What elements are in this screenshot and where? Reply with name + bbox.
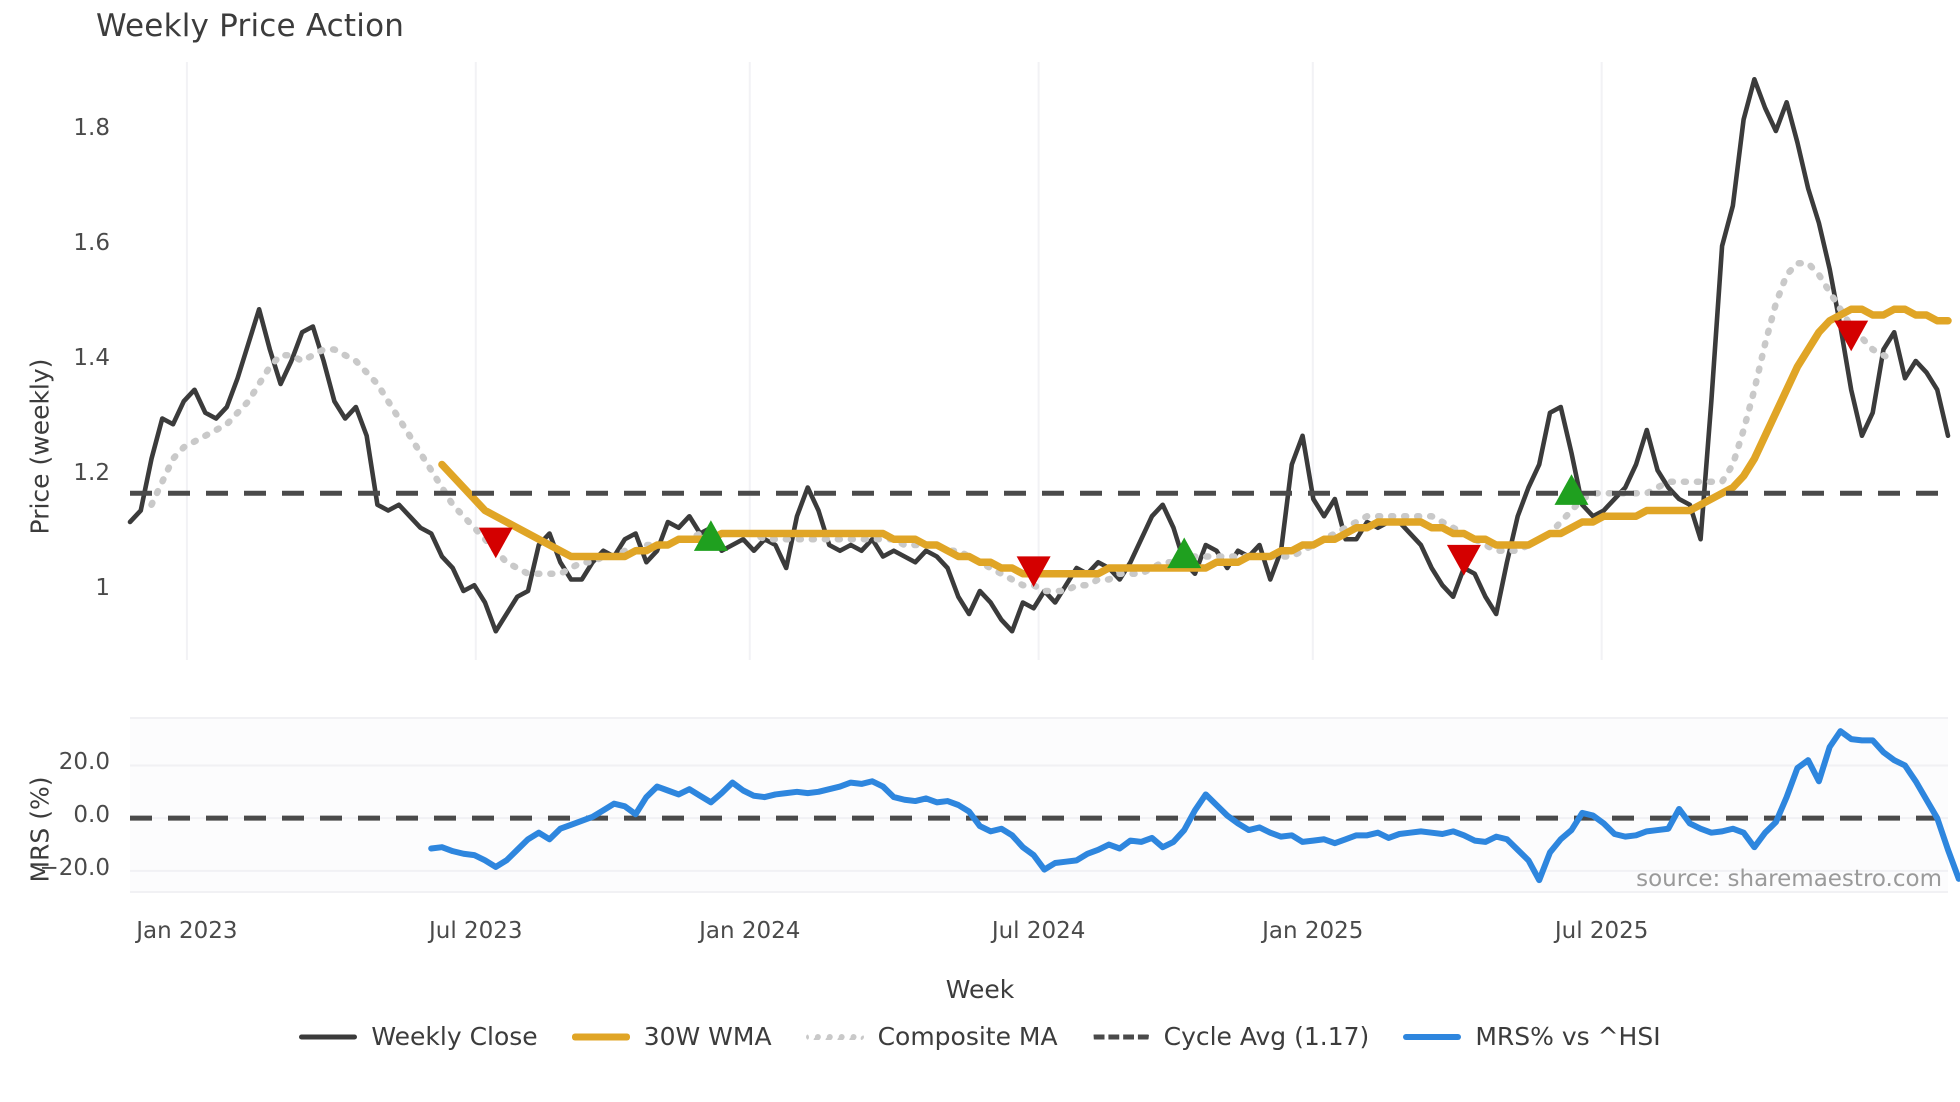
marker-sell-4	[1446, 544, 1481, 576]
legend-label-2: Composite MA	[877, 1022, 1058, 1051]
x-tick-0: Jan 2023	[136, 918, 238, 944]
legend-item-4[interactable]: MRS% vs ^HSI	[1403, 1022, 1661, 1051]
legend-swatch-icon-3	[1091, 1026, 1150, 1048]
legend-label-3: Cycle Avg (1.17)	[1163, 1022, 1370, 1051]
price-y-tick-4: 1	[95, 575, 110, 601]
source-watermark: source: sharemaestro.com	[1636, 866, 1942, 892]
marker-buy-3	[1167, 537, 1202, 569]
series-mrs-percent	[428, 728, 1960, 884]
legend-label-4: MRS% vs ^HSI	[1475, 1022, 1661, 1051]
series-weekly-close	[127, 76, 1951, 634]
price-axis-label: Price (weekly)	[25, 358, 55, 535]
x-tick-5: Jul 2025	[1554, 918, 1649, 944]
legend-swatch-icon-4	[1403, 1026, 1462, 1048]
price-y-tick-3: 1.2	[73, 460, 110, 486]
series-composite-ma	[148, 260, 1898, 595]
price-y-tick-0: 1.8	[73, 115, 110, 141]
legend-swatch-icon-0	[299, 1026, 358, 1048]
legend-swatch-icon-1	[571, 1026, 630, 1048]
x-axis-label: Week	[945, 975, 1015, 1004]
legend-item-0[interactable]: Weekly Close	[299, 1022, 538, 1051]
marker-buy-1	[693, 520, 728, 551]
mrs-y-tick-1: 0.0	[73, 802, 110, 829]
legend-item-2[interactable]: Composite MA	[805, 1022, 1058, 1051]
marker-buy-5	[1554, 474, 1589, 505]
mrs-y-tick-0: 20.0	[58, 749, 110, 776]
legend-item-3[interactable]: Cycle Avg (1.17)	[1091, 1022, 1370, 1051]
legend-label-0: Weekly Close	[371, 1022, 538, 1051]
x-tick-4: Jan 2025	[1262, 918, 1364, 944]
chart-legend: Weekly Close 30W WMA Composite MA Cycle Avg…	[0, 1022, 1960, 1051]
x-tick-2: Jan 2024	[699, 918, 801, 944]
marker-sell-6	[1834, 320, 1869, 352]
x-tick-3: Jul 2024	[991, 918, 1086, 944]
marker-sell-2	[1016, 556, 1051, 588]
legend-swatch-icon-2	[805, 1026, 864, 1048]
page-title: Weekly Price Action	[96, 8, 405, 44]
legend-item-1[interactable]: 30W WMA	[571, 1022, 772, 1051]
legend-label-1: 30W WMA	[643, 1022, 772, 1051]
price-y-tick-1: 1.6	[73, 230, 110, 256]
mrs-y-tick-2: −20.0	[39, 854, 110, 881]
x-tick-1: Jul 2023	[428, 918, 523, 944]
marker-sell-0	[478, 527, 513, 559]
price-y-tick-2: 1.4	[73, 345, 110, 371]
